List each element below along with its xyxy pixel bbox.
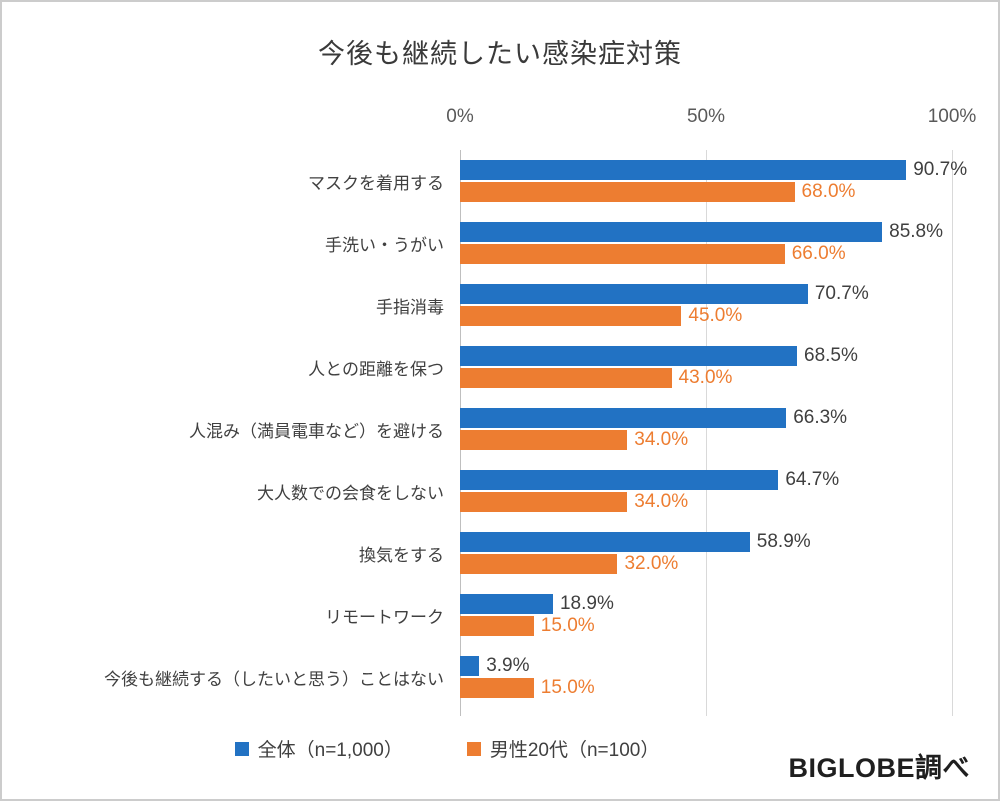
bar-line: 68.0% <box>460 181 952 202</box>
category-label: 手洗い・うがい <box>325 235 444 255</box>
value-label: 90.7% <box>913 159 968 180</box>
bar-group: 85.8% 66.0% <box>460 221 952 264</box>
legend-label-overall: 全体（n=1,000） <box>257 740 403 761</box>
category-label: 人との距離を保つ <box>308 359 444 379</box>
category-label: 大人数での会食をしない <box>257 483 444 503</box>
value-label: 15.0% <box>540 615 595 636</box>
x-tick-50: 50% <box>686 106 726 127</box>
bar-line: 43.0% <box>460 367 952 388</box>
bar-line: 15.0% <box>460 615 952 636</box>
value-label: 70.7% <box>814 283 869 304</box>
value-label: 18.9% <box>559 593 614 614</box>
bar-line: 34.0% <box>460 429 952 450</box>
value-label: 58.9% <box>756 531 811 552</box>
value-label: 66.0% <box>791 243 846 264</box>
category-row: リモートワーク 18.9% 15.0% <box>2 584 998 646</box>
value-label: 85.8% <box>889 221 943 242</box>
value-label: 32.0% <box>624 553 679 574</box>
bar-group: 58.9% 32.0% <box>460 531 952 574</box>
bar-overall <box>460 656 480 676</box>
value-label: 68.5% <box>804 345 858 366</box>
x-tick-100: 100% <box>927 106 977 127</box>
category-row: 換気をする 58.9% 32.0% <box>2 522 998 584</box>
category-row: 手指消毒 70.7% 45.0% <box>2 274 998 336</box>
value-label: 66.3% <box>793 407 848 428</box>
category-label: リモートワーク <box>325 607 444 627</box>
bar-group: 70.7% 45.0% <box>460 283 952 326</box>
legend-swatch-overall <box>234 741 249 756</box>
bar-overall <box>460 222 883 242</box>
legend-item-overall: 全体（n=1,000） <box>234 735 403 762</box>
bar-group: 66.3% 34.0% <box>460 407 952 450</box>
bar-line: 64.7% <box>460 469 952 490</box>
bar-overall <box>460 346 798 366</box>
bar-group: 90.7% 68.0% <box>460 159 967 202</box>
bar-male-20s <box>460 306 682 326</box>
bar-overall <box>460 160 907 180</box>
x-tick-0: 0% <box>446 106 474 127</box>
category-label: 換気をする <box>359 545 444 565</box>
value-label: 15.0% <box>540 677 595 698</box>
legend-item-male-20s: 男性20代（n=100） <box>466 735 660 762</box>
bar-overall <box>460 408 787 428</box>
category-row: 人との距離を保つ 68.5% 43.0% <box>2 336 998 398</box>
bar-line: 58.9% <box>460 531 952 552</box>
bar-male-20s <box>460 554 618 574</box>
bar-line: 66.0% <box>460 243 952 264</box>
bar-male-20s <box>460 492 628 512</box>
bar-overall <box>460 532 750 552</box>
category-row: 人混み（満員電車など）を避ける 66.3% 34.0% <box>2 398 998 460</box>
bar-male-20s <box>460 244 785 264</box>
bar-line: 32.0% <box>460 553 952 574</box>
bar-line: 85.8% <box>460 221 952 242</box>
bar-line: 18.9% <box>460 593 952 614</box>
bar-line: 70.7% <box>460 283 952 304</box>
bar-male-20s <box>460 430 628 450</box>
bar-overall <box>460 470 779 490</box>
category-label: 今後も継続する（したいと思う）ことはない <box>104 669 444 689</box>
chart-title: 今後も継続したい感染症対策 <box>318 39 682 69</box>
legend-swatch-male-20s <box>466 741 481 756</box>
bar-overall <box>460 594 553 614</box>
bar-male-20s <box>460 182 795 202</box>
bar-line: 45.0% <box>460 305 952 326</box>
bar-line: 34.0% <box>460 491 952 512</box>
bar-line: 68.5% <box>460 345 952 366</box>
bar-group: 18.9% 15.0% <box>460 593 952 636</box>
value-label: 45.0% <box>688 305 743 326</box>
category-label: 人混み（満員電車など）を避ける <box>189 421 444 441</box>
bar-male-20s <box>460 616 534 636</box>
bar-male-20s <box>460 678 534 698</box>
value-label: 34.0% <box>634 491 689 512</box>
category-row: 手洗い・うがい 85.8% 66.0% <box>2 212 998 274</box>
chart-rows: マスクを着用する 90.7% 68.0% 手洗い・うがい 85.8% 66.0% 手指消毒 7… <box>2 150 998 708</box>
bar-group: 64.7% 34.0% <box>460 469 952 512</box>
bar-line: 15.0% <box>460 677 952 698</box>
category-label: 手指消毒 <box>376 297 444 317</box>
bar-line: 3.9% <box>460 655 952 676</box>
category-row: マスクを着用する 90.7% 68.0% <box>2 150 998 212</box>
value-label: 43.0% <box>678 367 733 388</box>
source-label: BIGLOBE調べ <box>788 753 970 783</box>
category-row: 大人数での会食をしない 64.7% 34.0% <box>2 460 998 522</box>
value-label: 68.0% <box>801 181 856 202</box>
legend-label-male-20s: 男性20代（n=100） <box>489 740 660 761</box>
bar-group: 68.5% 43.0% <box>460 345 952 388</box>
bar-line: 66.3% <box>460 407 952 428</box>
value-label: 64.7% <box>785 469 840 490</box>
legend: 全体（n=1,000） 男性20代（n=100） <box>2 735 998 762</box>
bar-male-20s <box>460 368 672 388</box>
bar-group: 3.9% 15.0% <box>460 655 952 698</box>
value-label: 3.9% <box>486 655 530 676</box>
category-label: マスクを着用する <box>308 173 444 193</box>
value-label: 34.0% <box>634 429 689 450</box>
category-row: 今後も継続する（したいと思う）ことはない 3.9% 15.0% <box>2 646 998 708</box>
bar-line: 90.7% <box>460 159 967 180</box>
bar-overall <box>460 284 808 304</box>
